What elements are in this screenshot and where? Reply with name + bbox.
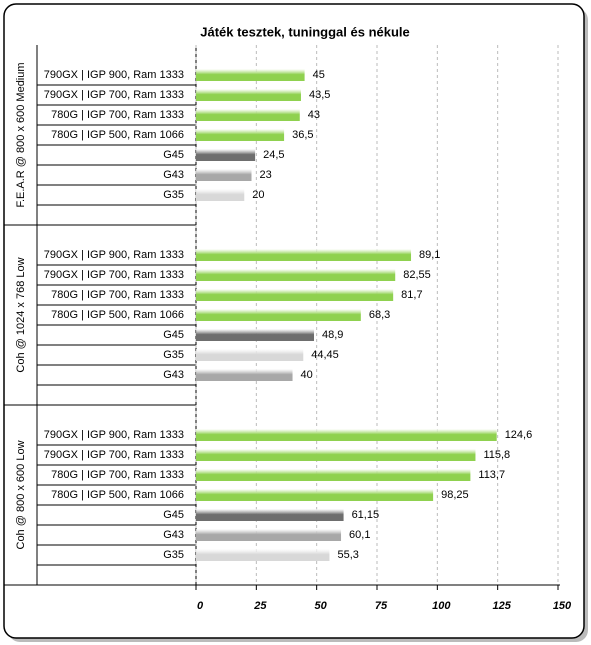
group-label: Coh @ 800 x 600 Low — [15, 440, 27, 549]
bar — [196, 89, 301, 101]
category-label: G45 — [163, 149, 184, 161]
value-label: 81,7 — [401, 289, 422, 301]
bar — [196, 129, 285, 141]
bar — [196, 149, 256, 161]
value-label: 24,5 — [263, 149, 284, 161]
bar — [196, 309, 361, 321]
category-label: 780G | IGP 700, Ram 1333 — [51, 289, 184, 301]
value-label: 115,8 — [483, 449, 510, 461]
x-tick-label: 50 — [315, 600, 328, 612]
bar — [196, 369, 293, 381]
bar — [196, 349, 304, 361]
category-label: 790GX | IGP 900, Ram 1333 — [44, 249, 184, 261]
bar — [196, 429, 497, 441]
x-tick-label: 0 — [197, 600, 204, 612]
category-label: G43 — [163, 369, 184, 381]
category-label: 780G | IGP 700, Ram 1333 — [51, 109, 184, 121]
value-label: 98,25 — [441, 489, 469, 501]
category-label: G43 — [163, 529, 184, 541]
table-lines — [4, 45, 197, 586]
category-label: 780G | IGP 500, Ram 1066 — [51, 489, 184, 501]
value-label: 124,6 — [505, 429, 533, 441]
x-tick-label: 75 — [375, 600, 388, 612]
bar — [196, 269, 396, 281]
value-label: 61,15 — [352, 509, 380, 521]
value-label: 68,3 — [369, 309, 390, 321]
bar — [196, 509, 344, 521]
category-label: 790GX | IGP 700, Ram 1333 — [44, 89, 184, 101]
category-label: 790GX | IGP 900, Ram 1333 — [44, 69, 184, 81]
bar — [196, 289, 394, 301]
bar — [196, 329, 315, 341]
value-label: 40 — [301, 369, 313, 381]
group-label: Coh @ 1024 x 768 Low — [15, 257, 27, 372]
chart-title: Játék tesztek, tuninggal és nékule — [200, 24, 410, 39]
value-label: 23 — [260, 169, 272, 181]
value-label: 43,5 — [309, 89, 330, 101]
value-label: 60,1 — [349, 529, 370, 541]
value-label: 113,7 — [478, 469, 505, 481]
value-label: 36,5 — [292, 129, 313, 141]
category-label: 790GX | IGP 700, Ram 1333 — [44, 449, 184, 461]
value-label: 48,9 — [322, 329, 343, 341]
bar — [196, 529, 342, 541]
category-label: G35 — [163, 349, 184, 361]
category-label: 790GX | IGP 700, Ram 1333 — [44, 269, 184, 281]
value-label: 20 — [252, 189, 264, 201]
x-tick-label: 150 — [553, 600, 572, 612]
bar — [196, 169, 252, 181]
group-label: F.E.A.R @ 800 x 600 Medium — [15, 62, 27, 207]
category-label: G45 — [163, 509, 184, 521]
bar — [196, 249, 412, 261]
bar — [196, 469, 471, 481]
x-tick-label: 25 — [253, 600, 267, 612]
value-label: 55,3 — [337, 549, 358, 561]
value-label: 82,55 — [403, 269, 431, 281]
value-label: 45 — [313, 69, 325, 81]
bar — [196, 449, 476, 461]
category-label: 790GX | IGP 900, Ram 1333 — [44, 429, 184, 441]
x-tick-label: 100 — [432, 600, 451, 612]
x-tick-label: 125 — [492, 600, 511, 612]
bar — [196, 109, 300, 121]
category-label: G43 — [163, 169, 184, 181]
category-label: 780G | IGP 500, Ram 1066 — [51, 309, 184, 321]
category-label: 780G | IGP 700, Ram 1333 — [51, 469, 184, 481]
bar — [196, 189, 245, 201]
bar — [196, 69, 305, 81]
value-label: 44,45 — [311, 349, 339, 361]
category-label: 780G | IGP 500, Ram 1066 — [51, 129, 184, 141]
bar — [196, 489, 434, 501]
category-label: G35 — [163, 549, 184, 561]
value-label: 43 — [308, 109, 320, 121]
value-label: 89,1 — [419, 249, 440, 261]
bar — [196, 549, 330, 561]
category-label: G35 — [163, 189, 184, 201]
category-label: G45 — [163, 329, 184, 341]
